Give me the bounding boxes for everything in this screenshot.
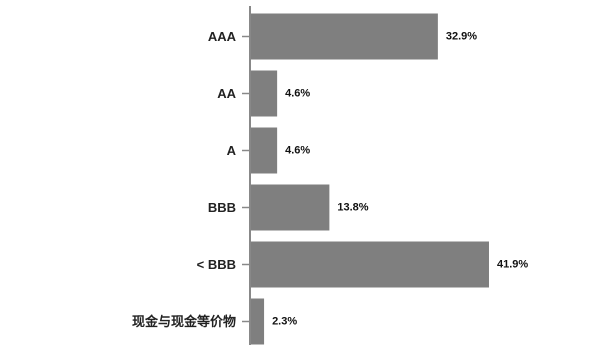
value-label-aaa: 32.9% [446,31,477,43]
value-label-a: 4.6% [285,145,310,157]
category-label-aaa: AAA [208,29,237,44]
bar-aaa [251,13,438,60]
value-label-aa: 4.6% [285,88,310,100]
bar-bbb [251,184,330,231]
category-label-bbb: < BBB [197,257,236,272]
bar-cat-5 [251,298,265,345]
category-label-a: A [227,143,237,158]
value-label-bbb: 13.8% [337,202,368,214]
category-label-bbb: BBB [208,200,236,215]
bar-a [251,127,278,174]
value-label-cat-5: 2.3% [272,316,297,328]
bars-layer [251,13,489,345]
bar-aa [251,70,278,117]
bar-bbb [251,241,489,288]
labels-layer: AAA 32.9% AA 4.6% A 4.6% BBB 13.8% < BBB 41.9% 现金与… [132,29,528,329]
category-label-cat-5: 现金与现金等价物 [132,314,236,329]
ticks-layer [242,35,250,323]
category-label-aa: AA [217,86,236,101]
value-label-bbb: 41.9% [497,259,528,271]
